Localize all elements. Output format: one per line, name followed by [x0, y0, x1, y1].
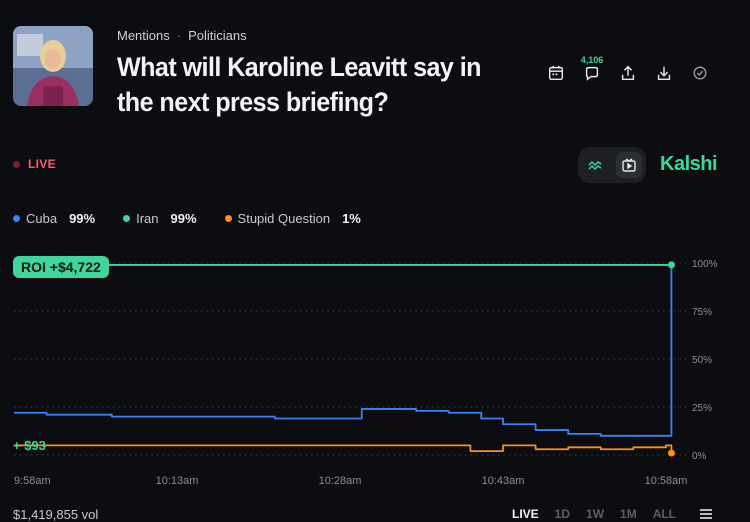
view-toggle [578, 147, 646, 183]
share-button[interactable] [618, 62, 638, 84]
range-1w[interactable]: 1W [586, 507, 605, 521]
x-tick-label: 9:58am [14, 475, 51, 487]
y-tick-label: 25% [692, 403, 712, 414]
range-1d[interactable]: 1D [554, 507, 571, 521]
gain-label: + $93 [13, 438, 46, 453]
legend-swatch-icon [224, 215, 232, 222]
x-tick-label: 10:43am [482, 475, 525, 487]
market-thumbnail [13, 26, 93, 106]
speaker-photo [13, 26, 93, 106]
price-chart[interactable]: 100% 75% 50% 25% 0% 9:58am 10:13am 10:28am 10:43… [0, 240, 750, 490]
range-live[interactable]: LIVE [512, 507, 539, 521]
chart-view-button[interactable] [582, 152, 608, 178]
roi-badge: ROI +$4,722 [13, 256, 109, 278]
legend-swatch-icon [123, 215, 131, 222]
time-range-selector: LIVE 1D 1W 1M ALL [512, 507, 676, 521]
comment-icon [585, 66, 599, 81]
kalshi-logo[interactable]: Kalshi [660, 153, 718, 175]
x-tick-label: 10:28am [319, 475, 362, 487]
share-icon [621, 65, 635, 81]
live-label: LIVE [28, 157, 56, 171]
breadcrumb-separator: · [176, 28, 182, 43]
download-icon [657, 66, 671, 81]
comments-button[interactable]: 4,106 [581, 55, 603, 84]
breadcrumb-item-mentions[interactable]: Mentions [117, 28, 170, 43]
chart-legend: Cuba 99% Iran 99% Stupid Question 1% [13, 211, 361, 226]
calendar-button[interactable] [546, 62, 566, 84]
chart-settings-icon[interactable] [699, 507, 713, 521]
legend-label: Cuba [26, 211, 58, 226]
legend-label: Stupid Question [237, 211, 331, 226]
y-tick-label: 50% [692, 355, 712, 366]
chart-line-icon [588, 160, 602, 171]
legend-pct: 1% [342, 211, 361, 226]
series-line-cuba [14, 264, 673, 437]
breadcrumb: Mentions · Politicians [117, 28, 247, 43]
action-bar: 4,106 [546, 55, 710, 84]
legend-pct: 99% [69, 211, 96, 226]
video-view-button[interactable] [616, 152, 642, 178]
follow-button[interactable] [690, 62, 710, 84]
legend-item-stupid-question: Stupid Question 1% [224, 211, 361, 226]
check-circle-icon [693, 66, 707, 80]
download-button[interactable] [654, 62, 674, 84]
y-tick-label: 100% [692, 259, 718, 270]
legend-item-cuba: Cuba 99% [13, 211, 95, 226]
series-endpoint-iran [667, 261, 675, 269]
x-tick-label: 10:13am [156, 475, 199, 487]
legend-item-iran: Iran 99% [123, 211, 197, 226]
series-line-stupid-question [14, 444, 673, 454]
calendar-icon [548, 65, 564, 81]
comment-count: 4,106 [580, 55, 604, 65]
live-dot-icon [13, 160, 20, 168]
series-endpoint-stupid-question [667, 449, 675, 457]
legend-swatch-icon [13, 215, 20, 222]
video-icon [622, 158, 636, 172]
volume-label: $1,419,855 vol [13, 507, 99, 522]
y-tick-label: 0% [692, 451, 707, 462]
breadcrumb-item-politicians[interactable]: Politicians [188, 28, 247, 43]
legend-pct: 99% [170, 211, 197, 226]
y-tick-label: 75% [692, 307, 712, 318]
market-title: What will Karoline Leavitt say in the ne… [117, 52, 481, 117]
x-tick-label: 10:58am [645, 475, 688, 487]
range-1m[interactable]: 1M [620, 507, 637, 521]
range-all[interactable]: ALL [652, 507, 677, 521]
live-indicator: LIVE [13, 157, 56, 171]
legend-label: Iran [136, 211, 159, 226]
